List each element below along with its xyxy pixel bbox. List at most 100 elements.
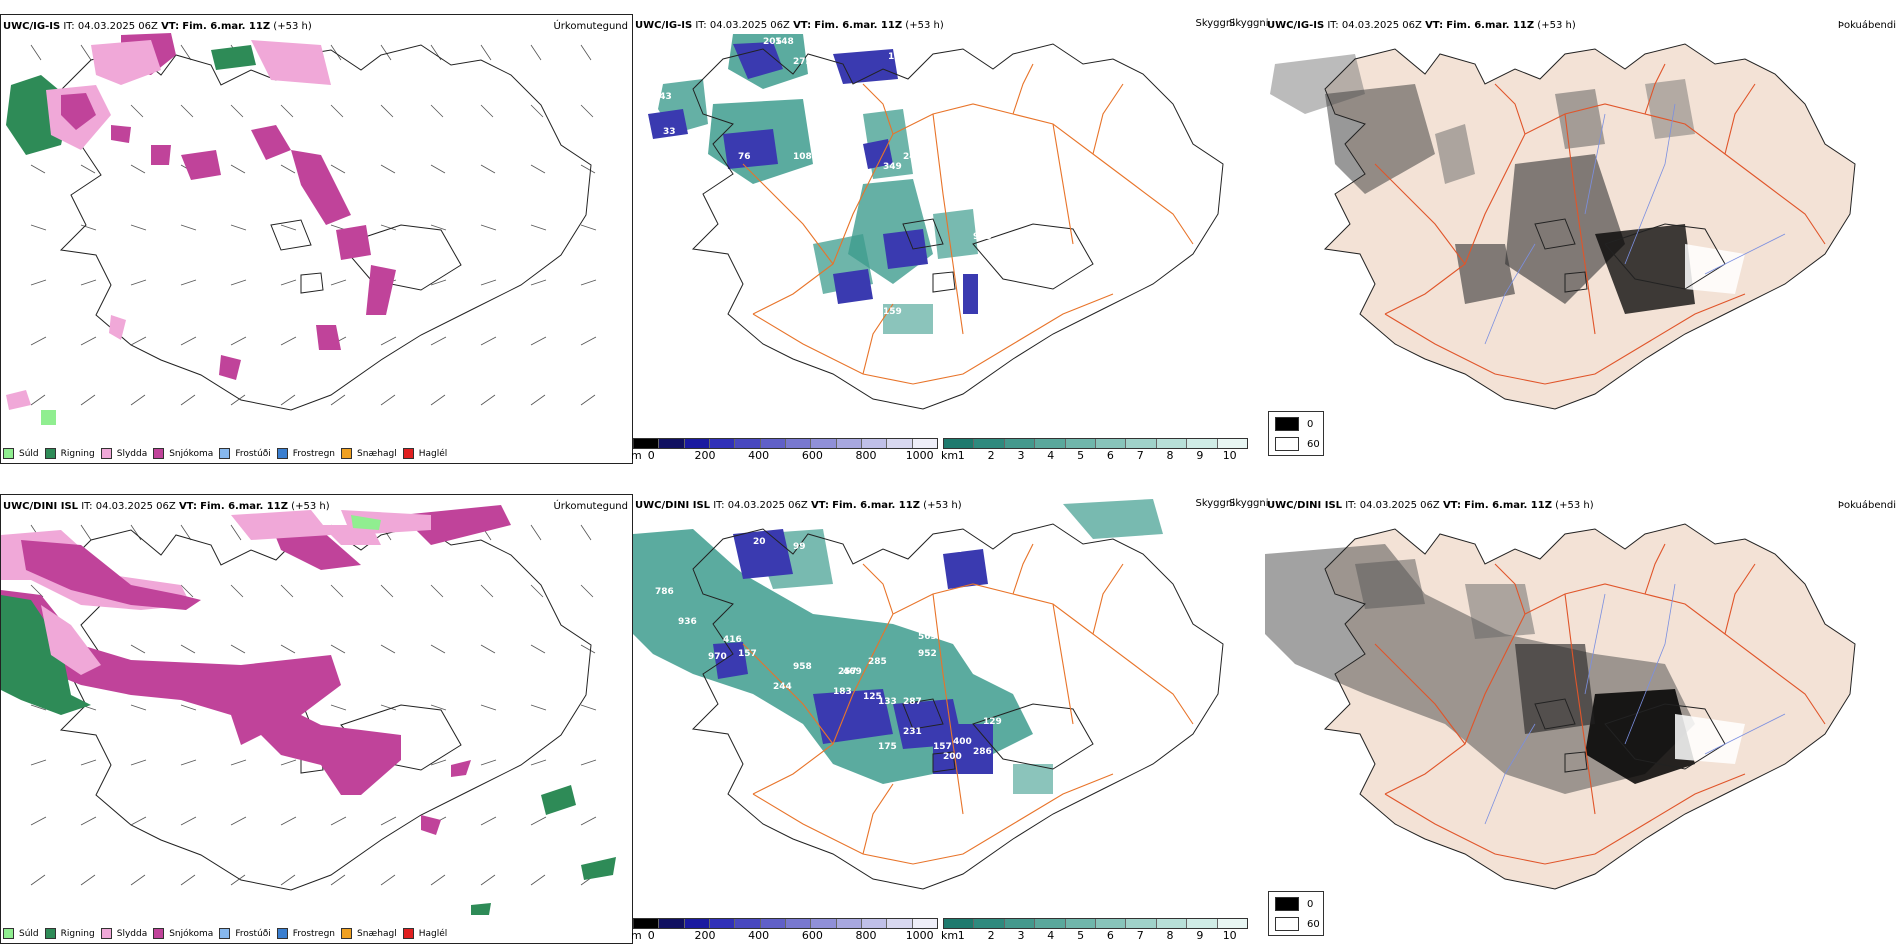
cloud-base-label: 120 — [888, 52, 907, 62]
colorbar-swatch — [887, 439, 913, 448]
precip-areas-2 — [1, 505, 616, 915]
sleet-area — [251, 40, 331, 85]
legend-swatch — [100, 448, 112, 459]
colorbar-swatch — [836, 919, 862, 928]
cloud-base-swatches — [633, 438, 938, 449]
cloud-base-label: 146 — [903, 297, 922, 307]
cloud-base-label: 786 — [655, 587, 674, 597]
fog-row-label-1: Skyggni — [1229, 18, 1269, 29]
legend-item-snjokoma: Snjókoma — [153, 928, 213, 939]
cloud-base-label: 18 — [913, 347, 926, 357]
colorbar-tick: 3 — [1017, 929, 1025, 942]
colorbar-tick: 2 — [987, 929, 995, 942]
rain-area — [211, 45, 256, 70]
fog-title-1: Þokuábendi — [1837, 20, 1896, 31]
colorbar-tick: 1000 — [905, 929, 934, 942]
precip-panel-2: UWC/DINI ISL IT: 04.03.2025 06Z VT: Fim.… — [0, 494, 633, 944]
colorbar-swatch — [1096, 919, 1127, 928]
cloud-base-label: 148 — [775, 37, 794, 47]
colorbar-swatch — [811, 439, 837, 448]
cloud-base-label: 200 — [943, 752, 962, 762]
cloud-base-areas-2 — [713, 529, 993, 774]
cloud-base-label: 273 — [793, 57, 812, 67]
cloud-base-label: 965 — [973, 232, 992, 242]
colorbar-swatch — [861, 439, 888, 448]
fog-map-2 — [1265, 523, 1856, 890]
colorbar-swatch — [659, 919, 685, 928]
precip-title-1: Úrkomutegund — [553, 21, 628, 32]
legend-item-rigning: Rigning — [44, 448, 95, 459]
precip-legend-1: Súld Rigning Slydda Snjókoma Frostúði Fr… — [3, 448, 447, 459]
cloud-base-label: 231 — [903, 727, 922, 737]
legend-swatch — [219, 448, 231, 459]
colorbar-tick: 0 — [647, 929, 655, 942]
colorbar-swatch — [709, 919, 736, 928]
legend-swatch — [44, 928, 56, 939]
colorbar-tick: 200 — [694, 449, 716, 462]
colorbar-swatch — [912, 919, 937, 928]
precip-map-1 — [6, 33, 597, 425]
sleet-area — [91, 40, 161, 85]
legend-swatch — [3, 448, 14, 459]
legend-item-sild: Súld — [3, 928, 39, 939]
legend-item-snaehagl: Snæhagl — [341, 448, 397, 459]
cloud-base-label: 133 — [878, 697, 897, 707]
colorbar-tick: 1 — [957, 449, 965, 462]
cloud-base-label: 257 — [838, 667, 857, 677]
cloud-base-label: 952 — [918, 649, 937, 659]
cloud-base-areas-1 — [648, 42, 978, 314]
colorbar-tick: 0 — [647, 449, 655, 462]
legend-swatch — [219, 928, 231, 939]
snow-area — [219, 355, 241, 380]
colorbar-swatch — [1217, 439, 1248, 448]
colorbar-swatch — [1065, 439, 1097, 448]
cloud-base-label: 416 — [723, 635, 742, 645]
cloud-base-label: 101 — [943, 545, 962, 555]
colorbar-unit: km — [941, 929, 959, 942]
fog-legend-1: 0 60 — [1268, 411, 1324, 456]
cloud-base-label: 469 — [843, 667, 862, 677]
snow-area — [336, 225, 371, 260]
legend-item-sild: Súld — [3, 448, 39, 459]
visibility-swatches — [943, 438, 1248, 449]
colorbar-unit: km — [941, 449, 959, 462]
colorbar-unit: m — [631, 449, 642, 462]
colorbar-swatch — [1035, 919, 1066, 928]
colorbar-swatch — [634, 919, 660, 928]
legend-item-rigning: Rigning — [44, 928, 95, 939]
colorbar-tick: 9 — [1196, 929, 1204, 942]
colorbar-swatch — [1217, 919, 1248, 928]
visibility-areas-1 — [658, 34, 978, 334]
cloud-title-1: Skyggni — [1195, 18, 1235, 29]
colorbar-swatch — [1156, 919, 1188, 928]
colorbar-tick: 8 — [1166, 449, 1174, 462]
colorbar-unit: m — [631, 929, 642, 942]
cloud-base-label: 970 — [708, 652, 727, 662]
colorbar-tick: 600 — [801, 929, 823, 942]
cloud-base-label: 157 — [738, 649, 757, 659]
legend-item-snaehagl: Snæhagl — [341, 928, 397, 939]
colorbar-swatch — [974, 919, 1005, 928]
snow-area — [291, 150, 351, 225]
cloud-base-label: 958 — [793, 662, 812, 672]
cloud-base-label: 20 — [833, 222, 846, 232]
colorbar-tick: 5 — [1077, 449, 1085, 462]
precip-panel-1: UWC/IG-IS IT: 04.03.2025 06Z VT: Fim. 6.… — [0, 14, 633, 464]
legend-swatch — [100, 928, 112, 939]
legend-item-frostregn: Frostregn — [276, 928, 335, 939]
colorbar-swatch — [684, 439, 710, 448]
precip-map-2 — [1, 505, 616, 915]
colorbar-swatch — [1187, 919, 1218, 928]
legend-swatch — [3, 928, 14, 939]
colorbar-tick: 5 — [1077, 929, 1085, 942]
cloud-base-label: 129 — [983, 717, 1002, 727]
colorbar-swatch — [1126, 439, 1157, 448]
legend-swatch — [341, 928, 353, 939]
legend-swatch — [153, 448, 165, 459]
legend-swatch — [44, 448, 56, 459]
colorbar-tick: 4 — [1047, 929, 1055, 942]
snow-area — [366, 265, 396, 315]
colorbar-swatch — [944, 919, 975, 928]
fog-panel-1: Skyggni UWC/IG-IS IT: 04.03.2025 06Z VT:… — [1229, 14, 1900, 464]
legend-item-haglel: Haglél — [402, 448, 447, 459]
